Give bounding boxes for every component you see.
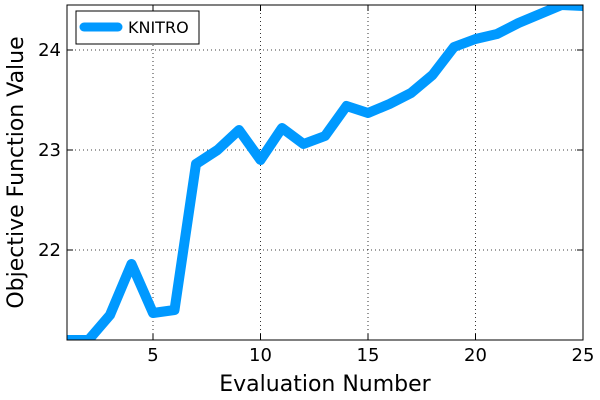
y-tick-label: 24 xyxy=(38,40,61,61)
x-axis-label: Evaluation Number xyxy=(219,372,431,397)
y-tick-label: 23 xyxy=(38,140,61,161)
x-tick-label: 15 xyxy=(357,345,380,366)
y-tick-label: 22 xyxy=(38,240,61,261)
x-tick-label: 5 xyxy=(147,345,158,366)
tick-layer: 5 10 15 20 25 22 23 24 xyxy=(38,5,594,366)
plot-frame xyxy=(66,4,584,341)
legend: KNITRO xyxy=(75,10,200,45)
x-tick-label: 10 xyxy=(249,345,272,366)
x-tick-label: 25 xyxy=(572,345,595,366)
y-axis-label: Objective Function Value xyxy=(4,36,29,308)
legend-label-knitro: KNITRO xyxy=(128,18,189,37)
x-tick-label: 20 xyxy=(464,345,487,366)
series-layer xyxy=(67,5,583,340)
series-line-knitro xyxy=(67,5,583,340)
